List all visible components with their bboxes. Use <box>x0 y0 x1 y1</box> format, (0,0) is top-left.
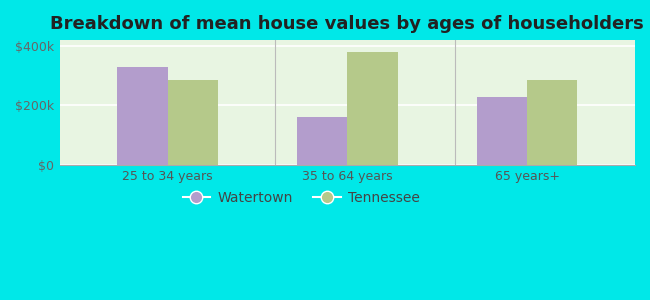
Title: Breakdown of mean house values by ages of householders: Breakdown of mean house values by ages o… <box>51 15 644 33</box>
Bar <box>117 67 168 165</box>
Bar <box>477 97 527 165</box>
Bar <box>297 117 347 165</box>
Bar <box>527 80 577 165</box>
Bar <box>168 80 218 165</box>
Legend: Watertown, Tennessee: Watertown, Tennessee <box>177 185 426 210</box>
Bar <box>347 52 398 165</box>
